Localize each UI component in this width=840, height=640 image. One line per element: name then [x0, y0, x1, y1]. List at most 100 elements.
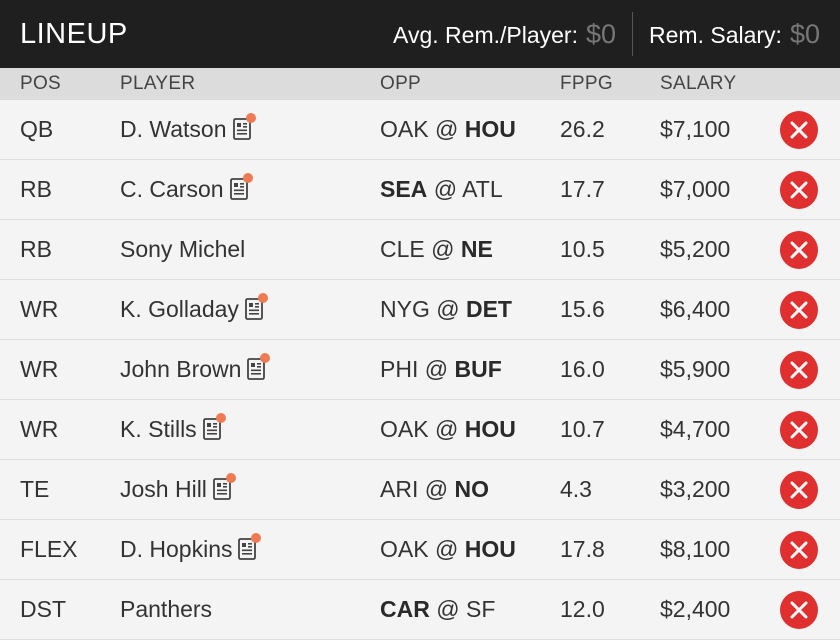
news-icon[interactable] [229, 173, 253, 200]
row-salary: $7,100 [660, 116, 731, 142]
row-player: D. Hopkins [120, 533, 262, 563]
news-icon[interactable] [245, 293, 268, 320]
row-fppg: 17.8 [560, 536, 605, 562]
news-icon[interactable] [238, 533, 262, 560]
row-position: RB [20, 176, 52, 202]
row-fppg: 4.3 [560, 476, 592, 502]
close-icon [790, 121, 808, 139]
row-salary: $3,200 [660, 476, 731, 502]
remove-player-button[interactable] [780, 111, 818, 149]
away-team: OAK [380, 416, 429, 442]
remove-player-button[interactable] [780, 411, 818, 449]
home-team: BUF [454, 356, 502, 382]
row-position: FLEX [20, 536, 78, 562]
player-name-link[interactable]: C. Carson [120, 176, 224, 202]
page-title: LINEUP [20, 17, 128, 50]
column-header-salary: SALARY [660, 73, 737, 94]
table-row: DST Panthers CAR @ SF 12.0 $2,400 [0, 580, 840, 640]
home-team: NO [454, 476, 489, 502]
row-opponent: PHI @ BUF [380, 356, 502, 383]
close-icon [790, 241, 808, 259]
away-team: CLE [380, 236, 425, 262]
row-fppg: 17.7 [560, 176, 605, 202]
row-position: WR [20, 416, 59, 442]
row-salary: $5,900 [660, 356, 731, 382]
row-salary: $4,700 [660, 416, 731, 442]
player-name-link[interactable]: Panthers [120, 596, 213, 622]
row-fppg: 10.7 [560, 416, 605, 442]
news-alert-dot [242, 173, 253, 183]
away-team: NYG [380, 296, 430, 322]
player-name-link[interactable]: John Brown [120, 356, 242, 382]
close-icon [790, 541, 808, 559]
news-alert-dot [215, 413, 226, 423]
row-fppg: 26.2 [560, 116, 605, 142]
row-fppg: 15.6 [560, 296, 605, 322]
row-player: Josh Hill [120, 473, 236, 503]
news-icon[interactable] [247, 353, 271, 380]
row-opponent: CAR @ SF [380, 596, 495, 623]
at-symbol: @ [434, 416, 459, 442]
at-symbol: @ [436, 296, 460, 322]
player-name-link[interactable]: D. Watson [120, 116, 227, 142]
at-symbol: @ [431, 236, 455, 262]
column-header-opp: OPP [380, 73, 422, 94]
remove-player-button[interactable] [780, 291, 818, 329]
player-name-link[interactable]: K. Stills [120, 416, 197, 442]
close-icon [790, 421, 808, 439]
avg-remaining-stat: Avg. Rem./Player: $0 [393, 19, 616, 50]
close-icon [790, 601, 808, 619]
close-icon [790, 181, 808, 199]
row-salary: $6,400 [660, 296, 731, 322]
row-player: K. Golladay [120, 293, 268, 323]
news-alert-dot [260, 353, 271, 363]
remove-player-button[interactable] [780, 531, 818, 569]
player-name-link[interactable]: K. Golladay [120, 296, 239, 322]
column-header-fppg: FPPG [560, 73, 613, 94]
avg-remaining-value: $0 [585, 18, 617, 49]
row-player: C. Carson [120, 173, 253, 203]
lineup-table: QB D. Watson OAK @ HOU 26.2 $7,100 [0, 100, 840, 640]
player-name-link[interactable]: Sony Michel [120, 236, 246, 262]
row-fppg: 12.0 [560, 596, 605, 622]
row-player: Sony Michel [120, 236, 245, 263]
away-team: CAR [380, 596, 430, 622]
row-player: K. Stills [120, 413, 226, 443]
news-alert-dot [257, 293, 268, 303]
away-team: ARI [380, 476, 419, 502]
row-opponent: NYG @ DET [380, 296, 512, 323]
remaining-salary-label: Rem. Salary: [649, 21, 782, 48]
avg-remaining-label: Avg. Rem./Player: [393, 21, 578, 48]
row-fppg: 16.0 [560, 356, 605, 382]
row-position: TE [20, 476, 50, 502]
close-icon [790, 481, 808, 499]
remove-player-button[interactable] [780, 471, 818, 509]
news-icon[interactable] [202, 413, 226, 440]
news-icon[interactable] [213, 473, 236, 500]
news-icon[interactable] [232, 113, 256, 140]
close-icon [790, 301, 808, 319]
player-name-link[interactable]: Josh Hill [120, 476, 207, 502]
row-player: D. Watson [120, 113, 256, 143]
row-salary: $5,200 [660, 236, 731, 262]
row-position: WR [20, 356, 59, 382]
row-opponent: ARI @ NO [380, 476, 489, 503]
remaining-salary-value: $0 [789, 18, 820, 49]
table-row: RB Sony Michel CLE @ NE 10.5 $5,200 [0, 220, 840, 280]
remove-player-button[interactable] [780, 231, 818, 269]
home-team: HOU [464, 116, 516, 142]
row-opponent: SEA @ ATL [380, 176, 503, 203]
away-team: OAK [380, 116, 429, 142]
row-player: John Brown [120, 353, 271, 383]
at-symbol: @ [433, 176, 458, 202]
player-name-link[interactable]: D. Hopkins [120, 536, 233, 562]
remove-player-button[interactable] [780, 591, 818, 629]
remove-player-button[interactable] [780, 351, 818, 389]
remove-player-button[interactable] [780, 171, 818, 209]
remaining-salary-stat: Rem. Salary: $0 [649, 19, 820, 50]
row-opponent: OAK @ HOU [380, 116, 516, 143]
row-fppg: 10.5 [560, 236, 605, 262]
row-salary: $2,400 [660, 596, 731, 622]
row-position: WR [20, 296, 59, 322]
at-symbol: @ [424, 356, 449, 382]
